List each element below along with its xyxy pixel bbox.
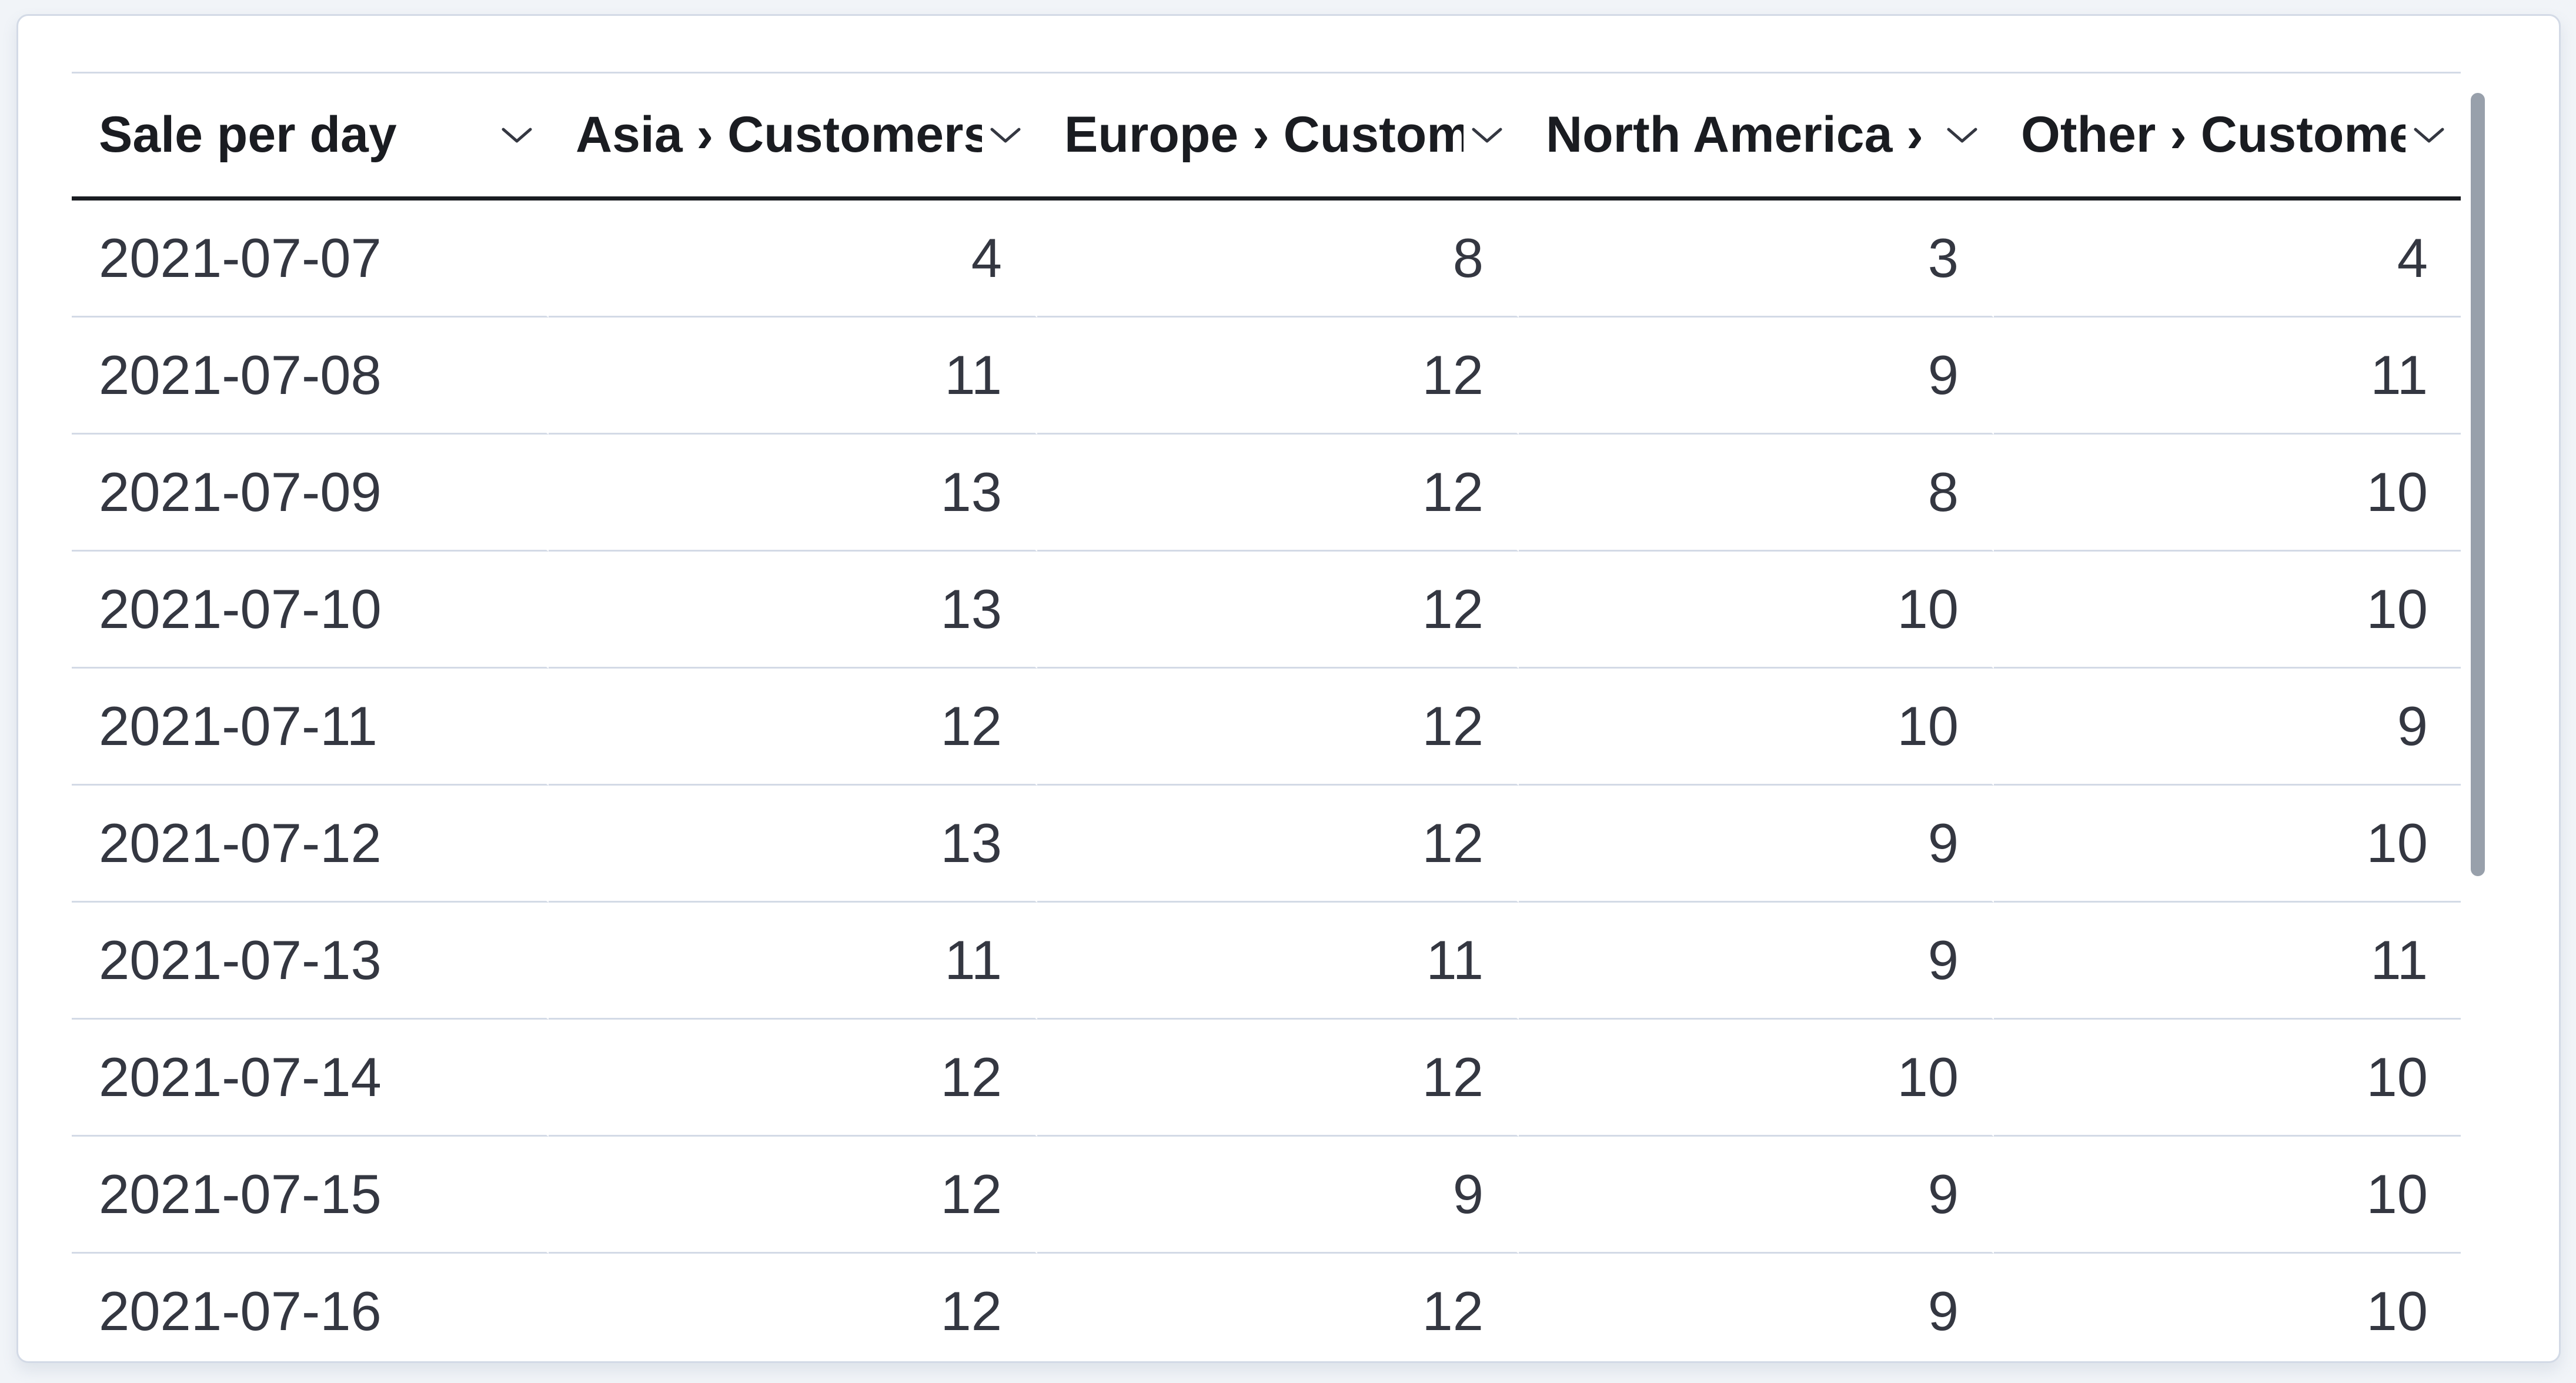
value-cell-other[interactable]: 4 <box>1994 201 2461 318</box>
value-cell-na[interactable]: 10 <box>1519 669 1994 786</box>
value-cell-na[interactable]: 9 <box>1519 786 1994 903</box>
date-cell[interactable]: 2021-07-13 <box>72 903 549 1020</box>
table-row: 2021-07-12 13 12 9 10 <box>72 786 2461 903</box>
value-cell-other[interactable]: 9 <box>1994 669 2461 786</box>
table-row: 2021-07-14 12 12 10 10 <box>72 1020 2461 1137</box>
value-cell-asia[interactable]: 13 <box>549 552 1037 669</box>
sales-data-grid: Sale per day Asia › Customers Europe › Cus… <box>72 72 2461 1347</box>
column-header-label: Asia › Customers <box>576 107 982 163</box>
value-cell-na[interactable]: 3 <box>1519 201 1994 318</box>
value-cell-other[interactable]: 10 <box>1994 1254 2461 1347</box>
value-cell-europe[interactable]: 12 <box>1037 786 1519 903</box>
data-table-panel: Sale per day Asia › Customers Europe › Cus… <box>16 14 2561 1363</box>
value-cell-asia[interactable]: 11 <box>549 903 1037 1020</box>
value-cell-europe[interactable]: 12 <box>1037 435 1519 552</box>
value-cell-europe[interactable]: 12 <box>1037 1254 1519 1347</box>
value-cell-europe[interactable]: 9 <box>1037 1137 1519 1254</box>
value-cell-other[interactable]: 10 <box>1994 435 2461 552</box>
table-row: 2021-07-10 13 12 10 10 <box>72 552 2461 669</box>
value-cell-asia[interactable]: 12 <box>549 1254 1037 1347</box>
value-cell-other[interactable]: 10 <box>1994 786 2461 903</box>
table-row: 2021-07-16 12 12 9 10 <box>72 1254 2461 1347</box>
table-header: Sale per day Asia › Customers Europe › Cus… <box>72 72 2461 201</box>
value-cell-europe[interactable]: 11 <box>1037 903 1519 1020</box>
value-cell-europe[interactable]: 12 <box>1037 1020 1519 1137</box>
value-cell-na[interactable]: 10 <box>1519 552 1994 669</box>
table-row: 2021-07-11 12 12 10 9 <box>72 669 2461 786</box>
column-header-date[interactable]: Sale per day <box>72 72 549 201</box>
value-cell-na[interactable]: 8 <box>1519 435 1994 552</box>
value-cell-asia[interactable]: 4 <box>549 201 1037 318</box>
value-cell-other[interactable]: 11 <box>1994 318 2461 435</box>
value-cell-na[interactable]: 9 <box>1519 318 1994 435</box>
value-cell-europe[interactable]: 12 <box>1037 318 1519 435</box>
header-row: Sale per day Asia › Customers Europe › Cus… <box>72 72 2461 201</box>
column-header-na[interactable]: North America › Customers <box>1519 72 1994 201</box>
date-cell[interactable]: 2021-07-07 <box>72 201 549 318</box>
value-cell-other[interactable]: 10 <box>1994 1020 2461 1137</box>
value-cell-other[interactable]: 10 <box>1994 552 2461 669</box>
date-cell[interactable]: 2021-07-12 <box>72 786 549 903</box>
date-cell[interactable]: 2021-07-14 <box>72 1020 549 1137</box>
column-header-label: Sale per day <box>99 107 397 163</box>
chevron-down-icon[interactable] <box>502 126 532 144</box>
value-cell-other[interactable]: 11 <box>1994 903 2461 1020</box>
value-cell-europe[interactable]: 8 <box>1037 201 1519 318</box>
value-cell-europe[interactable]: 12 <box>1037 669 1519 786</box>
value-cell-europe[interactable]: 12 <box>1037 552 1519 669</box>
table-row: 2021-07-13 11 11 9 11 <box>72 903 2461 1020</box>
table-row: 2021-07-15 12 9 9 10 <box>72 1137 2461 1254</box>
date-cell[interactable]: 2021-07-11 <box>72 669 549 786</box>
value-cell-na[interactable]: 9 <box>1519 1137 1994 1254</box>
value-cell-asia[interactable]: 12 <box>549 1020 1037 1137</box>
value-cell-other[interactable]: 10 <box>1994 1137 2461 1254</box>
value-cell-na[interactable]: 9 <box>1519 903 1994 1020</box>
column-header-asia[interactable]: Asia › Customers <box>549 72 1037 201</box>
chevron-down-icon[interactable] <box>1947 126 1977 144</box>
table-row: 2021-07-09 13 12 8 10 <box>72 435 2461 552</box>
chevron-down-icon[interactable] <box>2414 126 2444 144</box>
value-cell-asia[interactable]: 12 <box>549 1137 1037 1254</box>
column-header-label: Europe › Customers <box>1064 107 1464 163</box>
value-cell-na[interactable]: 10 <box>1519 1020 1994 1137</box>
vertical-scrollbar-thumb[interactable] <box>2471 93 2485 876</box>
value-cell-asia[interactable]: 11 <box>549 318 1037 435</box>
date-cell[interactable]: 2021-07-15 <box>72 1137 549 1254</box>
column-header-label: Other › Customers <box>2021 107 2405 163</box>
value-cell-asia[interactable]: 13 <box>549 435 1037 552</box>
table-row: 2021-07-08 11 12 9 11 <box>72 318 2461 435</box>
table-body: 2021-07-07 4 8 3 4 2021-07-08 11 12 9 11 2021-07-0… <box>72 201 2461 1347</box>
table-row: 2021-07-07 4 8 3 4 <box>72 201 2461 318</box>
column-header-other[interactable]: Other › Customers <box>1994 72 2461 201</box>
date-cell[interactable]: 2021-07-16 <box>72 1254 549 1347</box>
date-cell[interactable]: 2021-07-08 <box>72 318 549 435</box>
column-header-europe[interactable]: Europe › Customers <box>1037 72 1519 201</box>
value-cell-asia[interactable]: 12 <box>549 669 1037 786</box>
date-cell[interactable]: 2021-07-09 <box>72 435 549 552</box>
date-cell[interactable]: 2021-07-10 <box>72 552 549 669</box>
chevron-down-icon[interactable] <box>1472 126 1502 144</box>
table-viewport: Sale per day Asia › Customers Europe › Cus… <box>72 72 2461 1347</box>
column-header-label: North America › Customers <box>1546 107 1939 163</box>
value-cell-asia[interactable]: 13 <box>549 786 1037 903</box>
value-cell-na[interactable]: 9 <box>1519 1254 1994 1347</box>
chevron-down-icon[interactable] <box>990 126 1021 144</box>
